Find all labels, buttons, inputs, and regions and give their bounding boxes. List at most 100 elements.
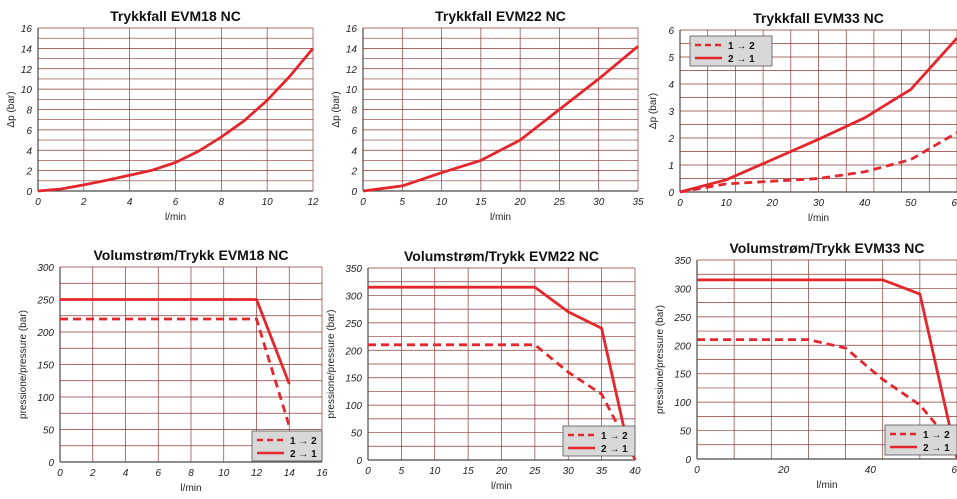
- y-tick-label: 8: [351, 106, 357, 117]
- chart-title: Volumstrøm/Trykk EVM18 NC: [93, 247, 288, 263]
- chart-5: 0 5 10 15 20 25 30 35 40 0 50 100 150 200 250 300 350 Vol…: [326, 248, 641, 492]
- x-tick-label: 35: [596, 466, 608, 477]
- y-tick-label: 16: [346, 24, 358, 35]
- x-axis-label: l/min: [816, 480, 837, 491]
- series-line-solid: [37, 47, 315, 193]
- y-tick-label: 150: [674, 370, 691, 381]
- x-tick-label: 25: [553, 197, 566, 208]
- x-tick-label: 30: [563, 466, 575, 477]
- chart-title: Trykkfall EVM33 NC: [753, 10, 884, 26]
- x-tick-label: 16: [316, 468, 328, 479]
- y-tick-label: 50: [351, 429, 363, 440]
- y-tick-label: 350: [345, 264, 362, 275]
- legend: 1 → 2 2 → 1: [689, 35, 773, 67]
- y-tick-label: 350: [674, 256, 691, 267]
- series-line-solid: [679, 37, 957, 194]
- y-tick-label: 5: [668, 53, 674, 64]
- y-tick-label: 300: [345, 291, 362, 302]
- x-tick-label: 25: [528, 466, 541, 477]
- x-tick-label: 15: [475, 197, 487, 208]
- y-axis-label: Δp (bar): [648, 93, 659, 129]
- y-tick-label: 200: [344, 346, 362, 357]
- legend: 1 → 2 2 → 1: [562, 425, 636, 457]
- x-tick-label: 8: [219, 197, 225, 208]
- legend-box: [689, 35, 773, 67]
- x-tick-label: 15: [463, 466, 475, 477]
- y-axis-label: pressione/pressure (bar): [18, 310, 29, 419]
- x-tick-label: 8: [188, 468, 194, 479]
- y-tick-label: 0: [668, 188, 674, 199]
- y-tick-label: 3: [668, 107, 674, 118]
- y-tick-label: 0: [685, 455, 691, 466]
- legend-label: 1 → 2: [601, 431, 628, 442]
- series-line-dashed: [697, 338, 947, 438]
- y-tick-label: 2: [667, 134, 674, 145]
- series-line-dashed: [60, 317, 291, 427]
- y-tick-label: 14: [346, 44, 358, 55]
- x-tick-label: 20: [766, 198, 779, 209]
- y-tick-label: 50: [43, 426, 55, 437]
- legend-label: 2 → 1: [290, 449, 317, 460]
- x-tick-label: 2: [89, 468, 96, 479]
- x-tick-label: 10: [218, 468, 230, 479]
- chart-title: Trykkfall EVM18 NC: [110, 8, 241, 24]
- legend-label: 2 → 1: [923, 443, 950, 454]
- x-tick-label: 35: [632, 197, 644, 208]
- x-tick-label: 50: [905, 198, 917, 209]
- y-axis-label: pressione/pressure (bar): [326, 310, 337, 419]
- x-tick-label: 0: [57, 468, 63, 479]
- y-tick-label: 1: [668, 161, 674, 172]
- y-tick-label: 250: [344, 319, 362, 330]
- series-line-solid: [60, 298, 291, 385]
- legend-label: 1 → 2: [923, 430, 950, 441]
- x-tick-label: 0: [694, 465, 700, 476]
- x-axis-label: l/min: [491, 481, 512, 492]
- y-tick-label: 4: [668, 80, 674, 91]
- y-tick-label: 16: [21, 24, 33, 35]
- chart-1: 0 2 4 6 8 10 12 0 2 4 6 8 10 12 14 16 Trykkfall EVM18 NC…: [6, 8, 319, 223]
- x-tick-label: 20: [777, 465, 790, 476]
- y-tick-label: 10: [346, 85, 358, 96]
- x-tick-label: 0: [365, 466, 371, 477]
- y-tick-label: 6: [668, 26, 674, 37]
- chart-6: 0 20 40 60 0 50 100 150 200 250 300 350 Volumstrøm/T…: [655, 240, 957, 491]
- y-tick-label: 2: [25, 167, 32, 178]
- y-tick-label: 10: [21, 85, 33, 96]
- chart-title: Volumstrøm/Trykk EVM22 NC: [404, 248, 599, 264]
- x-tick-label: 10: [436, 197, 448, 208]
- chart-title: Volumstrøm/Trykk EVM33 NC: [729, 240, 924, 256]
- x-axis-label: l/min: [490, 212, 511, 223]
- y-axis-label: pressione/pressure (bar): [655, 305, 666, 414]
- legend-box: [562, 425, 636, 457]
- y-tick-label: 100: [674, 398, 691, 409]
- y-tick-label: 8: [26, 106, 32, 117]
- x-tick-label: 0: [35, 197, 41, 208]
- y-tick-label: 50: [680, 427, 692, 438]
- y-tick-label: 250: [673, 313, 691, 324]
- x-tick-label: 4: [123, 468, 129, 479]
- y-tick-label: 100: [345, 401, 362, 412]
- x-tick-label: 60: [951, 198, 957, 209]
- chart-3: 0 10 20 30 40 50 60 0 1 2 3 4 5 6 Trykkfall EVM33 NC l/…: [648, 10, 957, 224]
- y-tick-label: 14: [21, 44, 33, 55]
- x-tick-label: 20: [495, 466, 508, 477]
- series-line-dashed: [679, 131, 957, 194]
- chart-4: 0 2 4 6 8 10 12 14 16 0 50 100 150 200 250 300 Volumstrø…: [18, 247, 328, 494]
- series-line-solid: [697, 278, 957, 460]
- legend-label: 1 → 2: [290, 436, 317, 447]
- y-tick-label: 6: [351, 126, 357, 137]
- x-tick-label: 0: [677, 198, 683, 209]
- y-tick-label: 150: [37, 361, 54, 372]
- x-tick-label: 12: [307, 197, 319, 208]
- legend-box: [251, 430, 323, 462]
- x-tick-label: 5: [399, 466, 405, 477]
- x-tick-label: 60: [951, 465, 957, 476]
- y-tick-label: 200: [36, 328, 54, 339]
- x-tick-label: 14: [284, 468, 296, 479]
- y-tick-label: 0: [351, 187, 357, 198]
- y-tick-label: 0: [356, 456, 362, 467]
- y-tick-label: 300: [674, 284, 691, 295]
- x-tick-label: 2: [80, 197, 87, 208]
- y-tick-label: 100: [37, 393, 54, 404]
